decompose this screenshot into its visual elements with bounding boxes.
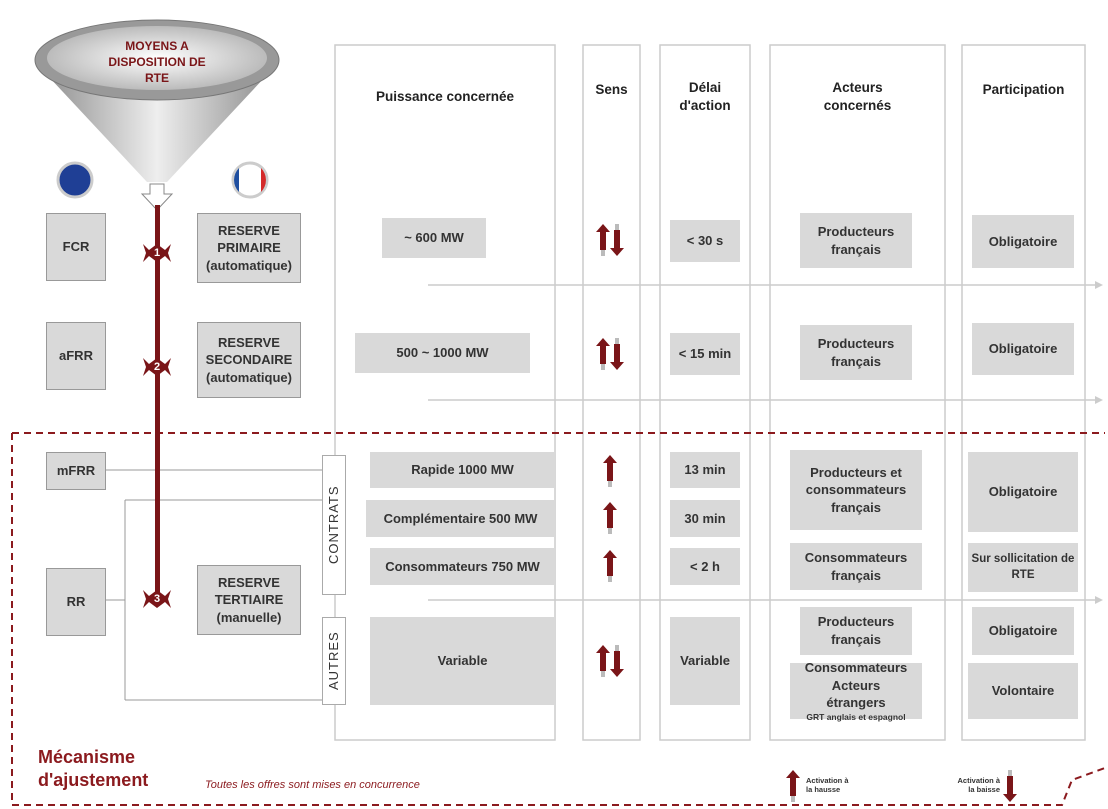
legend-item: Activation à la hausse [806, 776, 849, 794]
column-header: Participation [982, 81, 1065, 97]
reserve-code: mFRR [46, 452, 106, 490]
column-header: Acteurs concernés [823, 79, 892, 113]
power-cell: ~ 600 MW [382, 218, 486, 258]
reserve-code: FCR [46, 213, 106, 281]
actor-cell: Consommateurs français [790, 543, 922, 590]
delay-cell: < 2 h [670, 548, 740, 585]
reserve-code: aFRR [46, 322, 106, 390]
funnel-title: MOYENS A DISPOSITION DE RTE [108, 38, 206, 86]
delay-cell: Variable [670, 617, 740, 705]
actor-text: Consommateurs Acteurs étrangers [804, 659, 908, 711]
actor-cell: Consommateurs Acteurs étrangers GRT angl… [790, 660, 922, 722]
step-number: 2 [153, 360, 161, 373]
actor-cell: Producteurs et consommateurs français [790, 450, 922, 530]
power-cell: Complémentaire 500 MW [366, 500, 555, 537]
participation-cell: Volontaire [968, 663, 1078, 719]
participation-cell: Sur sollicitation de RTE [968, 543, 1078, 592]
step-number: 3 [153, 592, 161, 605]
participation-cell: Obligatoire [972, 215, 1074, 268]
group-label: CONTRATS [322, 455, 346, 595]
step-number: 1 [153, 246, 161, 259]
column-header: Sens [595, 81, 628, 97]
reserve-label: RESERVE PRIMAIRE (automatique) [197, 213, 301, 283]
power-cell: Variable [370, 617, 555, 705]
actor-cell: Producteurs français [800, 213, 912, 268]
actor-note: GRT anglais et espagnol [806, 711, 906, 722]
delay-cell: < 30 s [670, 220, 740, 262]
group-label: AUTRES [322, 617, 346, 705]
delay-cell: 30 min [670, 500, 740, 537]
footer-note: Toutes les offres sont mises en concurre… [205, 778, 420, 791]
actor-cell: Producteurs français [800, 607, 912, 655]
participation-cell: Obligatoire [968, 452, 1078, 532]
footer-title: Mécanisme d'ajustement [38, 746, 149, 790]
column-header: Délai d'action [679, 79, 731, 113]
actor-cell: Producteurs français [800, 325, 912, 380]
participation-cell: Obligatoire [972, 607, 1074, 655]
column-header: Puissance concernée [375, 88, 515, 104]
legend-item: Activation à la baisse [957, 776, 1000, 794]
reserve-label: RESERVE SECONDAIRE (automatique) [197, 322, 301, 398]
reserve-label: RESERVE TERTIAIRE (manuelle) [197, 565, 301, 635]
power-cell: 500 ~ 1000 MW [355, 333, 530, 373]
delay-cell: 13 min [670, 452, 740, 488]
delay-cell: < 15 min [670, 333, 740, 375]
participation-cell: Obligatoire [972, 323, 1074, 375]
power-cell: Consommateurs 750 MW [370, 548, 555, 585]
reserve-code: RR [46, 568, 106, 636]
power-cell: Rapide 1000 MW [370, 452, 555, 488]
